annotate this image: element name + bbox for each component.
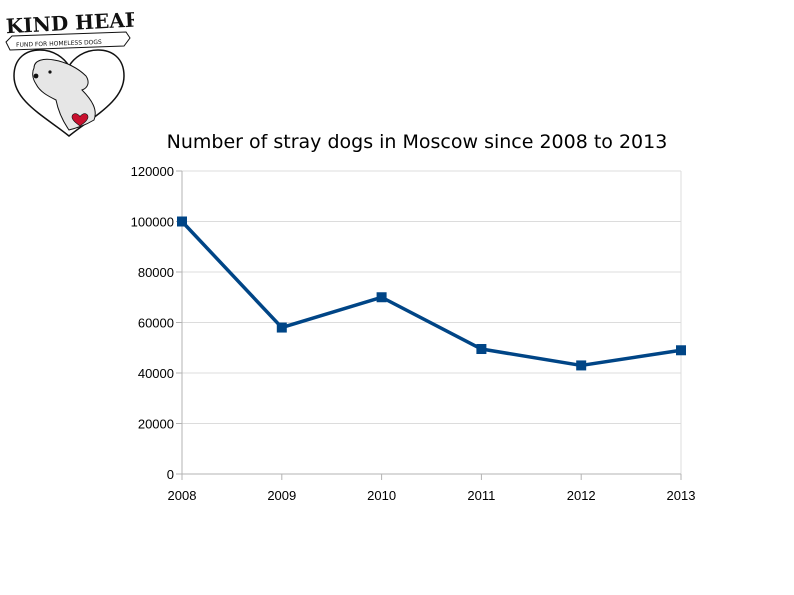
y-axis-tick-labels: 0 20000 40000 60000 80000 100000 120000: [131, 164, 174, 482]
x-tick-label: 2011: [467, 488, 495, 503]
logo-tagline: FUND FOR HOMELESS DOGS: [16, 39, 102, 49]
data-point-marker: [177, 216, 187, 227]
data-point-marker: [276, 322, 287, 333]
y-tick-label: 120000: [131, 164, 174, 179]
data-series: [177, 216, 686, 371]
x-axis-tick-labels: 2008 2009 2010 2011 2012 2013: [168, 488, 696, 503]
grid-lines: [182, 170, 682, 474]
data-point-marker: [376, 292, 387, 303]
dog-silhouette-icon: [32, 58, 96, 131]
x-tick-label: 2010: [367, 488, 396, 503]
y-tick-label: 0: [167, 467, 174, 482]
kind-heart-logo: KIND HEART FUND FOR HOMELESS DOGS: [5, 6, 134, 137]
y-tick-label: 20000: [138, 417, 174, 432]
y-tick-label: 80000: [138, 265, 174, 280]
x-tick-label: 2009: [267, 488, 296, 503]
data-point-marker: [676, 345, 686, 356]
axes: [176, 170, 682, 480]
x-tick-label: 2008: [168, 488, 197, 503]
series-line: [180, 220, 682, 368]
x-tick-label: 2012: [567, 488, 596, 503]
y-tick-label: 60000: [138, 316, 174, 331]
chart-title: Number of stray dogs in Moscow since 200…: [167, 131, 668, 153]
small-heart-icon: [71, 113, 89, 127]
dog-nose-icon: [33, 73, 39, 79]
logo-ribbon: [5, 31, 131, 51]
data-point-marker: [476, 344, 487, 355]
y-tick-label: 100000: [131, 215, 174, 230]
y-tick-label: 40000: [138, 366, 174, 381]
data-point-marker: [576, 360, 587, 371]
dog-eye-icon: [48, 70, 52, 74]
x-tick-label: 2013: [667, 488, 696, 503]
